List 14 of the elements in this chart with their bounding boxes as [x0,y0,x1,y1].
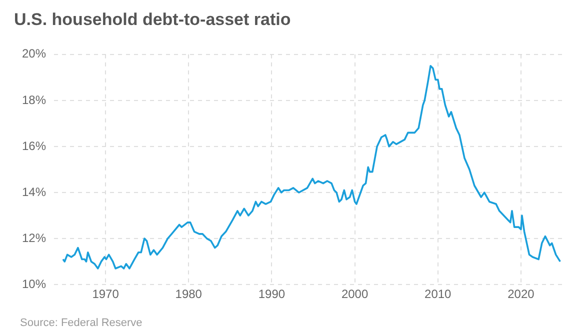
y-tick-label: 10% [22,276,46,291]
y-tick-label: 20% [22,46,46,61]
x-tick-label: 1970 [92,287,120,302]
x-tick-label: 2020 [508,287,535,302]
y-tick-label: 12% [22,230,46,245]
x-tick-label: 1980 [175,287,202,302]
y-tick-label: 16% [22,138,46,153]
y-tick-label: 18% [22,92,46,107]
chart-title: U.S. household debt-to-asset ratio [14,10,291,29]
x-tick-label: 2000 [341,287,368,302]
y-tick-label: 14% [22,184,46,199]
x-tick-label: 1990 [258,287,286,302]
x-tick-label: 2010 [424,287,452,302]
source-note: Source: Federal Reserve [20,317,142,329]
